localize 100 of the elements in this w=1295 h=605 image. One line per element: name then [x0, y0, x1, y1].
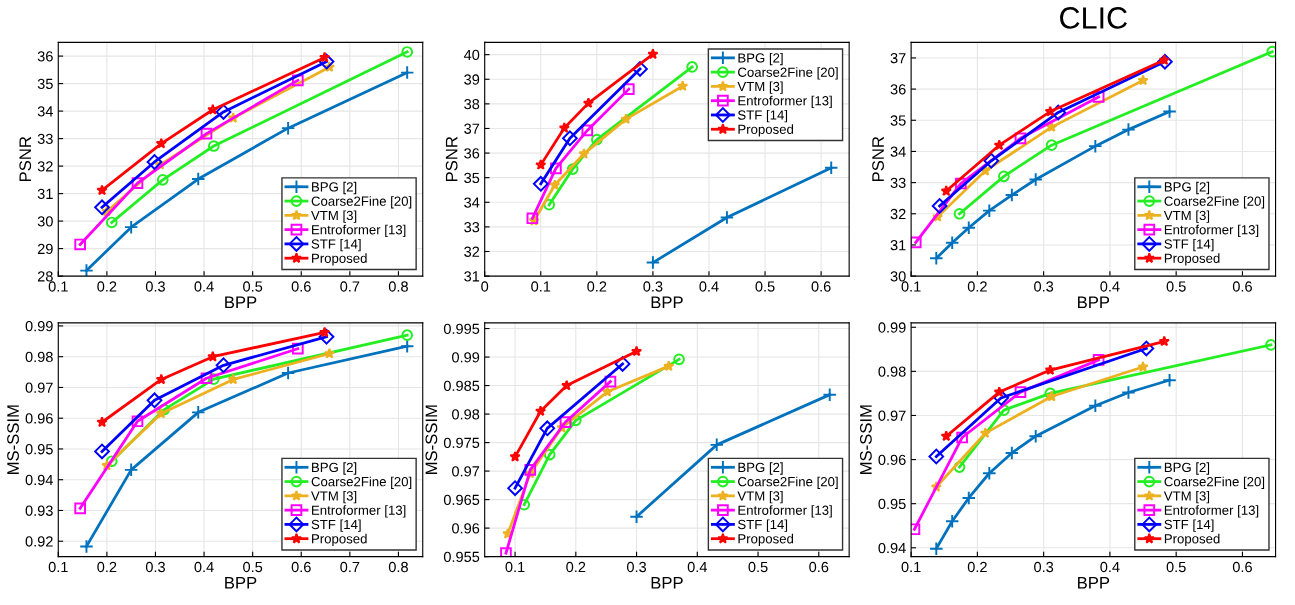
legend-label: VTM [3] [737, 81, 783, 94]
x-tick-label: 0.5 [1166, 281, 1186, 292]
y-tick-label: 33 [37, 133, 53, 145]
x-tick-label: 0.3 [626, 561, 647, 573]
legend-label: Entroformer [13] [738, 95, 832, 109]
x-tick-label: 0.1 [901, 561, 921, 573]
x-tick-label: 0.5 [243, 281, 263, 292]
legend-label: VTM [3] [1163, 490, 1210, 504]
legend-label: Entroformer [13] [312, 224, 406, 237]
x-axis-title: BPP [1078, 577, 1110, 589]
y-axis-title: MS-SSIM [425, 405, 438, 475]
x-tick-label: 0.8 [388, 561, 408, 573]
y-tick-label: 0.94 [878, 542, 906, 554]
y-tick-label: 35 [890, 115, 906, 126]
x-tick-label: 0.3 [145, 281, 165, 292]
y-tick-label: 36 [464, 148, 480, 159]
y-tick-label: 32 [37, 161, 53, 172]
legend-label: BPG [2] [1164, 181, 1210, 195]
y-tick-label: 0.96 [25, 413, 53, 424]
y-tick-label: 0.94 [25, 474, 53, 486]
x-tick-label: 0.2 [587, 281, 607, 292]
y-tick-label: 0.99 [25, 321, 53, 332]
legend-label: STF [14] [737, 110, 788, 123]
x-tick-label: 0.6 [1232, 281, 1252, 292]
y-tick-label: 33 [890, 177, 906, 189]
legend-label: Proposed [1164, 253, 1220, 266]
x-axis-title: BPP [651, 296, 683, 309]
y-axis-title: PSNR [19, 136, 32, 182]
y-tick-label: 0.955 [443, 551, 480, 563]
x-tick-label: 0.5 [243, 561, 263, 573]
legend-label: Proposed [1164, 533, 1220, 547]
y-tick-label: 0.96 [878, 454, 906, 465]
y-tick-label: 29 [37, 243, 53, 255]
y-tick-label: 39 [464, 74, 480, 85]
y-tick-label: 35 [37, 78, 53, 90]
legend-label: BPG [2] [312, 181, 357, 195]
y-tick-label: 37 [890, 53, 906, 64]
y-tick-label: 0.975 [443, 437, 480, 448]
y-tick-label: 31 [890, 240, 906, 251]
y-axis-title: MS-SSIM [860, 405, 872, 475]
x-tick-label: 0.4 [194, 561, 214, 573]
x-tick-label: 0.1 [48, 561, 68, 573]
x-tick-label: 0.4 [687, 561, 708, 573]
x-tick-label: 0.5 [755, 281, 775, 292]
x-tick-label: 0.6 [1232, 561, 1252, 573]
x-axis-title: BPP [1078, 296, 1110, 309]
x-tick-label: 0.2 [97, 281, 117, 292]
y-tick-label: 0.97 [25, 382, 53, 393]
x-tick-label: 0.5 [1166, 561, 1186, 573]
x-tick-label: 0.1 [48, 281, 68, 292]
y-tick-label: 0.965 [443, 494, 480, 506]
y-tick-label: 0.98 [878, 366, 906, 377]
x-tick-label: 0.2 [967, 561, 987, 573]
x-tick-label: 0.1 [505, 561, 525, 573]
legend-label: Coarse2Fine [20] [738, 476, 838, 489]
x-tick-label: 0.6 [811, 281, 831, 292]
y-tick-label: 0.99 [452, 352, 480, 363]
x-tick-label: 0.1 [901, 281, 921, 292]
y-tick-label: 30 [890, 271, 906, 282]
legend-label: VTM [3] [311, 210, 357, 223]
legend-label: Coarse2Fine [20] [738, 67, 838, 80]
y-tick-label: 0.985 [443, 380, 480, 391]
legend-label: VTM [3] [737, 490, 783, 504]
y-axis-title: PSNR [445, 136, 458, 182]
x-tick-label: 0.4 [699, 281, 719, 292]
x-tick-label: 0.6 [291, 281, 311, 292]
y-tick-label: 28 [37, 271, 53, 282]
legend-label: Coarse2Fine [20] [311, 196, 412, 209]
legend-label: Proposed [738, 124, 794, 137]
x-axis-title: BPP [651, 577, 683, 589]
y-tick-label: 40 [463, 49, 480, 61]
x-tick-label: 0.4 [1100, 561, 1120, 573]
y-tick-label: 36 [37, 51, 53, 62]
y-tick-label: 0.93 [25, 505, 53, 516]
x-tick-label: 0.5 [748, 561, 768, 573]
y-tick-label: 0.98 [452, 409, 480, 420]
legend-label: Entroformer [13] [1164, 505, 1259, 518]
legend-label: Coarse2Fine [20] [1164, 196, 1265, 209]
y-tick-label: 34 [464, 197, 480, 208]
x-tick-label: 0.1 [531, 281, 551, 292]
y-tick-label: 32 [464, 246, 480, 257]
legend-label: STF [14] [1164, 519, 1214, 532]
x-axis-title: BPP [225, 577, 257, 589]
y-tick-label: 0.98 [25, 351, 53, 363]
x-tick-label: 0.7 [340, 281, 360, 292]
legend-label: Proposed [312, 253, 367, 266]
y-tick-label: 33 [464, 221, 480, 233]
y-tick-label: 0.96 [452, 523, 480, 534]
legend-label: STF [14] [1164, 238, 1214, 252]
x-tick-label: 0.2 [97, 561, 117, 573]
legend-label: STF [14] [737, 519, 788, 532]
y-tick-label: 32 [890, 208, 906, 220]
x-tick-label: 0 [481, 281, 489, 292]
y-tick-label: 0.99 [878, 322, 906, 333]
legend-label: Proposed [738, 533, 794, 547]
legend-label: BPG [2] [738, 52, 783, 66]
y-tick-label: 0.95 [878, 498, 906, 510]
legend-label: Proposed [312, 533, 367, 547]
legend-label: VTM [3] [1163, 210, 1210, 223]
y-axis-title: PSNR [872, 136, 884, 182]
